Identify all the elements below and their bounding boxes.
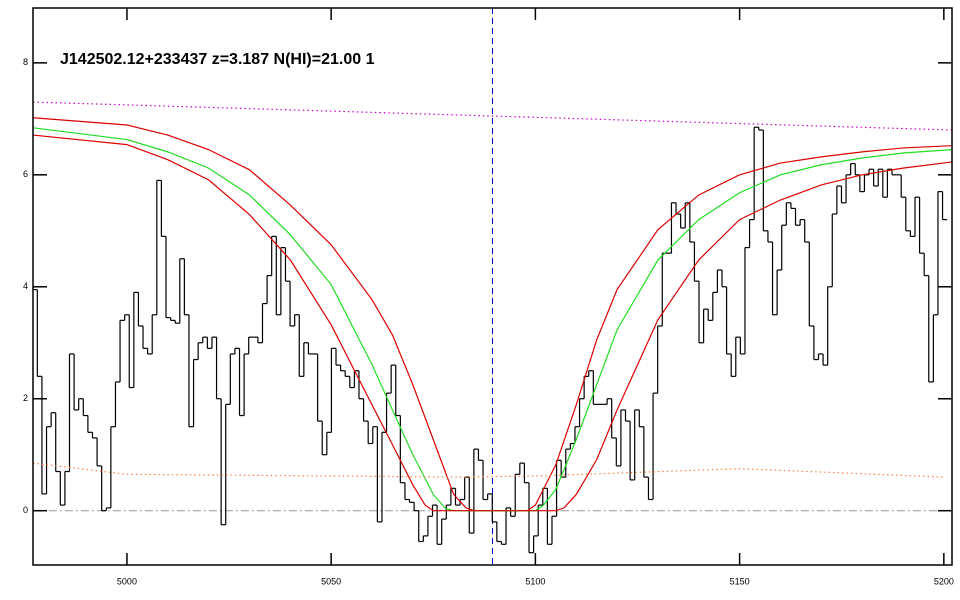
flux-riser: [36, 127, 944, 553]
y-tick-label: 6: [23, 169, 28, 179]
y-tick-label: 8: [23, 57, 28, 67]
y-tick-label: 4: [23, 281, 28, 291]
chart-title: J142502.12+233437 z=3.187 N(HI)=21.00 1: [60, 51, 375, 68]
x-tick-label: 5200: [934, 576, 954, 586]
y-tick-label: 0: [23, 505, 28, 515]
model-line: [33, 462, 944, 478]
x-tick-label: 5050: [321, 576, 341, 586]
x-tick-label: 5150: [730, 576, 750, 586]
model-line: [33, 134, 952, 512]
y-tick-label: 2: [23, 393, 28, 403]
x-tick-label: 5100: [525, 576, 545, 586]
x-tick-label: 5000: [117, 576, 137, 586]
model-line: [33, 101, 952, 131]
